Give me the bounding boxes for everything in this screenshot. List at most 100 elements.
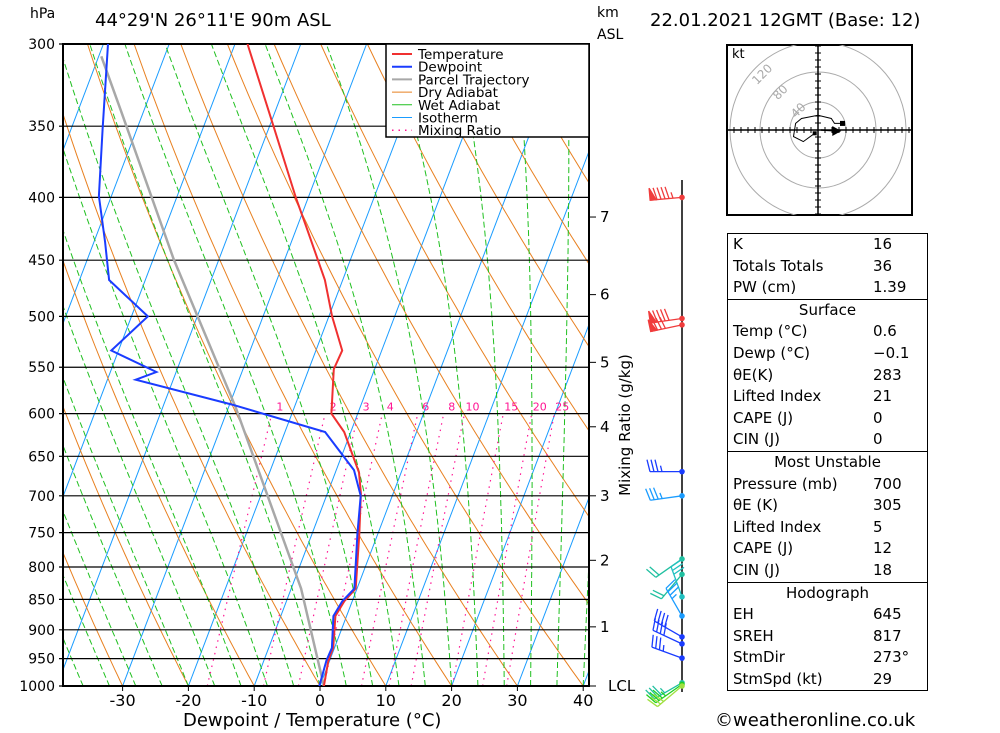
stat-label: K [733,235,743,253]
hodograph-section: Hodograph EH 645 SREH 817 StmDir 273° StmSpd (k… [728,581,927,691]
legend-label: Parcel Trajectory [418,72,530,88]
hodograph-trace [792,114,843,143]
stat-row: StmSpd (kt) 29 [728,669,927,691]
wind-barb [647,316,685,333]
stat-value: 0.6 [873,322,897,341]
barb-flag [660,186,666,200]
pressure-tick-label: 700 [28,489,55,505]
barb-flag [645,488,651,501]
stat-label: Temp (°C) [733,322,808,341]
stat-label: SREH [733,626,774,645]
km-tick-label: 2 [600,551,610,569]
stat-label: Totals Totals [733,256,824,275]
section-title: Surface [798,300,857,319]
stat-value: 1.39 [873,278,907,297]
stat-row: CIN (J) 0 [728,429,927,451]
mixing-ratio-label: 8 [448,401,455,414]
wind-barb [646,556,685,578]
barb-dot [679,322,685,328]
parcel-trajectory-line [100,55,326,686]
x-tick-label: -30 [110,691,136,710]
barb-flag [658,637,662,650]
mixing-ratio-label: 20 [533,401,547,414]
barb-flag [655,317,663,330]
stat-row: PW (cm) 1.39 [728,277,927,299]
barb-flag [648,687,659,698]
barb-staff [652,629,683,645]
barb-staff [670,566,683,598]
isotherm-line [516,496,589,686]
stat-value: 18 [873,560,893,579]
barb-flag [653,693,664,702]
barb-staff [657,685,683,708]
barb-flag [664,186,670,199]
stat-value: 273° [873,648,910,667]
km-tick-label: 7 [600,208,610,226]
pressure-tick-label: 1000 [19,679,55,695]
asl-label: ASL [597,27,624,43]
dry-adiabat-line [460,44,589,265]
pressure-tick-label: 650 [28,449,55,465]
stat-row: θE (K) 305 [728,495,927,517]
stat-label: StmDir [733,648,785,667]
barb-half-flag [670,192,674,199]
pressure-tick-label: 750 [28,526,55,542]
stat-value: −0.1 [873,343,910,362]
barb-flag [649,691,660,701]
barb-dot [679,493,685,499]
dry-adiabat-line [366,44,589,432]
wet-adiabat-line [210,44,400,686]
x-tick-label: 40 [573,691,593,710]
wind-barb [650,571,685,600]
isotherm-line [253,44,499,686]
barb-half-flag [662,645,665,652]
location-title: 44°29'N 26°11'E 90m ASL [95,10,331,31]
barb-flag [667,582,678,593]
stat-row: CIN (J) 18 [728,560,927,582]
wind-barb [645,487,685,501]
mixing-ratio-line [262,413,326,686]
barb-flag [652,689,663,699]
x-tick-label: -20 [175,691,201,710]
barb-flag [652,685,662,696]
pressure-tick-label: 500 [28,309,55,325]
barb-flag [659,316,666,329]
barb-flag [669,586,680,596]
pressure-tick-label: 900 [28,623,55,639]
km-tick-label: 1 [600,618,610,636]
mixing-ratio-axis-label: Mixing Ratio (g/kg) [616,354,634,496]
stat-row: Temp (°C) 0.6 [728,321,927,343]
barb-dot [679,468,685,475]
stat-label: Lifted Index [733,387,822,406]
stat-value: 817 [873,626,902,645]
mixing-ratio-label: 15 [504,401,518,414]
most-unstable-section: Most Unstable Pressure (mb) 700 θE (K) 305 Li… [728,450,927,582]
mixing-ratio-line [361,413,419,686]
barb-flag [652,487,659,500]
mixing-ratio-line [297,413,359,686]
stat-label: StmSpd (kt) [733,669,823,688]
barb-flag [650,459,655,472]
barb-pennant [648,187,658,201]
barb-dot [679,594,685,600]
stat-row: Pressure (mb) 700 [728,474,927,496]
stat-label: Pressure (mb) [733,474,838,493]
mixing-ratio-line [451,413,504,686]
pressure-tick-label: 850 [28,592,55,608]
pressure-tick-label: 450 [28,253,55,269]
barb-flag [659,309,666,322]
storm-motion-arrowhead [832,126,842,137]
stat-row: CAPE (J) 12 [728,538,927,560]
stat-value: 0 [873,408,883,427]
barb-flag [646,459,651,472]
copyright[interactable]: ©weatheronline.co.uk [715,710,916,731]
stat-row: SREH 817 [728,626,927,648]
barb-flag [651,634,654,648]
barb-dot [679,634,685,640]
legend-label: Dry Adiabat [418,85,498,101]
stat-value: 12 [873,539,893,558]
x-axis-label: Dewpoint / Temperature (°C) [183,710,442,731]
barb-dot [679,683,685,689]
